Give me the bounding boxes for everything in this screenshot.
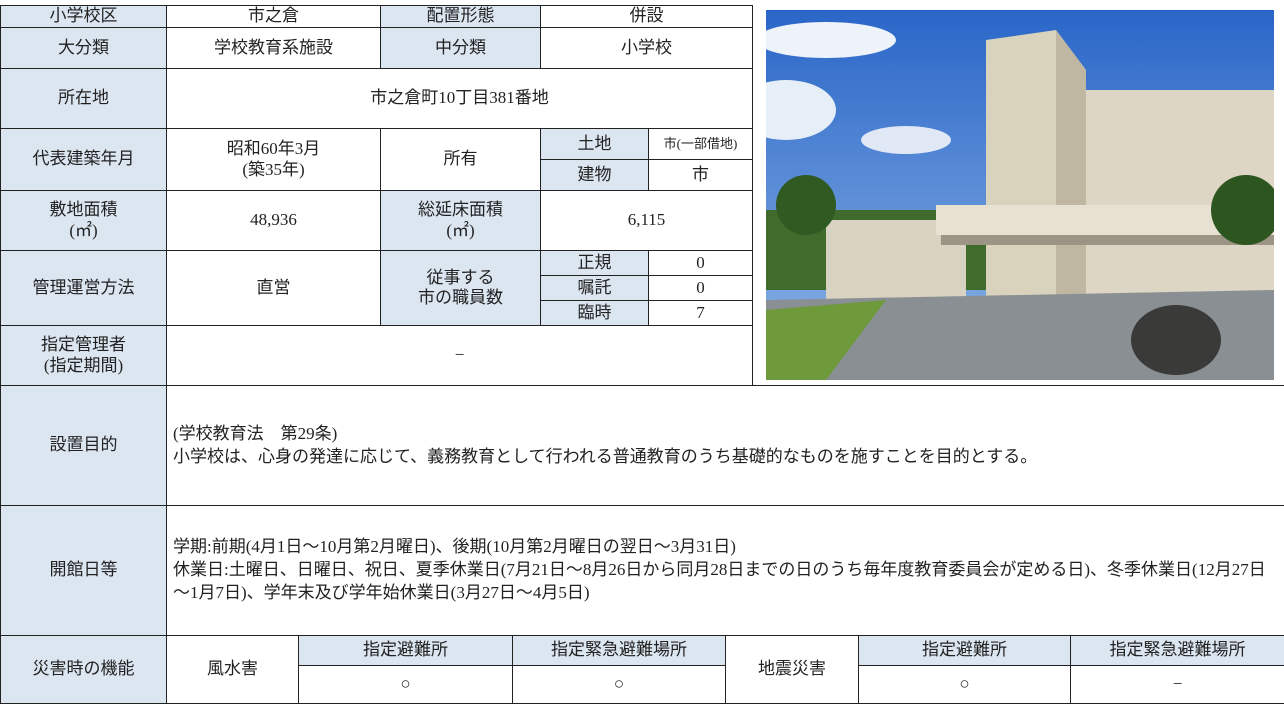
disaster-table: 災害時の機能 風水害 指定避難所 指定緊急避難場所 地震災害 指定避難所 指定緊… bbox=[0, 635, 1284, 704]
label: 設置目的 bbox=[0, 385, 167, 506]
label: 代表建築年月 bbox=[0, 128, 167, 191]
label: 土地 bbox=[540, 128, 649, 160]
value: ○ bbox=[858, 665, 1071, 704]
label: 正規 bbox=[540, 250, 649, 276]
value: ○ bbox=[298, 665, 513, 704]
rock bbox=[1131, 305, 1221, 375]
balcony-shadow bbox=[941, 235, 1274, 245]
detail-table: 設置目的 (学校教育法 第29条) 小学校は、心身の発達に応じて、義務教育として… bbox=[0, 385, 1284, 636]
value: 市之倉町10丁目381番地 bbox=[166, 68, 753, 129]
label: 指定緊急避難場所 bbox=[512, 635, 726, 666]
value: 48,936 bbox=[166, 190, 381, 251]
text: (学校教育法 第29条) 小学校は、心身の発達に応じて、義務教育として行われる普… bbox=[166, 385, 1284, 506]
label: 嘱託 bbox=[540, 275, 649, 301]
label: 指定避難所 bbox=[298, 635, 513, 666]
value: − bbox=[166, 325, 753, 386]
label: 所在地 bbox=[0, 68, 167, 129]
value: 市 bbox=[648, 159, 753, 191]
value: 学校教育系施設 bbox=[166, 27, 381, 69]
value: 昭和60年3月 (築35年) bbox=[166, 128, 381, 191]
label: 指定緊急避難場所 bbox=[1070, 635, 1284, 666]
value: 小学校 bbox=[540, 27, 753, 69]
value: ○ bbox=[512, 665, 726, 704]
cloud bbox=[861, 126, 951, 154]
value: 所有 bbox=[380, 128, 541, 191]
label: 配置形態 bbox=[380, 5, 541, 28]
tree bbox=[1211, 175, 1274, 245]
value: 併設 bbox=[540, 5, 753, 28]
lawn bbox=[766, 300, 886, 380]
label: 管理運営方法 bbox=[0, 250, 167, 326]
label: 敷地面積 (㎡) bbox=[0, 190, 167, 251]
tree bbox=[776, 175, 836, 235]
cloud bbox=[766, 80, 836, 140]
label: 建物 bbox=[540, 159, 649, 191]
value: 7 bbox=[648, 300, 753, 326]
school-photo bbox=[766, 10, 1274, 380]
value: 0 bbox=[648, 275, 753, 301]
value: 直営 bbox=[166, 250, 381, 326]
label: 指定避難所 bbox=[858, 635, 1071, 666]
value: − bbox=[1070, 665, 1284, 704]
value: 市(一部借地) bbox=[648, 128, 753, 160]
text: 学期:前期(4月1日～10月第2月曜日)、後期(10月第2月曜日の翌日～3月31… bbox=[166, 505, 1284, 636]
building-side bbox=[1056, 30, 1086, 300]
summary-table: 小学校区 市之倉 配置形態 併設 大分類 学校教育系施設 中分類 小学校 所在地… bbox=[0, 5, 753, 386]
label: 総延床面積 (㎡) bbox=[380, 190, 541, 251]
group: 風水害 bbox=[166, 635, 299, 704]
label: 災害時の機能 bbox=[0, 635, 167, 704]
label: 大分類 bbox=[0, 27, 167, 69]
cloud bbox=[766, 22, 896, 58]
label: 従事する 市の職員数 bbox=[380, 250, 541, 326]
value: 6,115 bbox=[540, 190, 753, 251]
label: 指定管理者 (指定期間) bbox=[0, 325, 167, 386]
label: 小学校区 bbox=[0, 5, 167, 28]
label: 開館日等 bbox=[0, 505, 167, 636]
value: 0 bbox=[648, 250, 753, 276]
value: 市之倉 bbox=[166, 5, 381, 28]
group: 地震災害 bbox=[725, 635, 859, 704]
label: 臨時 bbox=[540, 300, 649, 326]
label: 中分類 bbox=[380, 27, 541, 69]
